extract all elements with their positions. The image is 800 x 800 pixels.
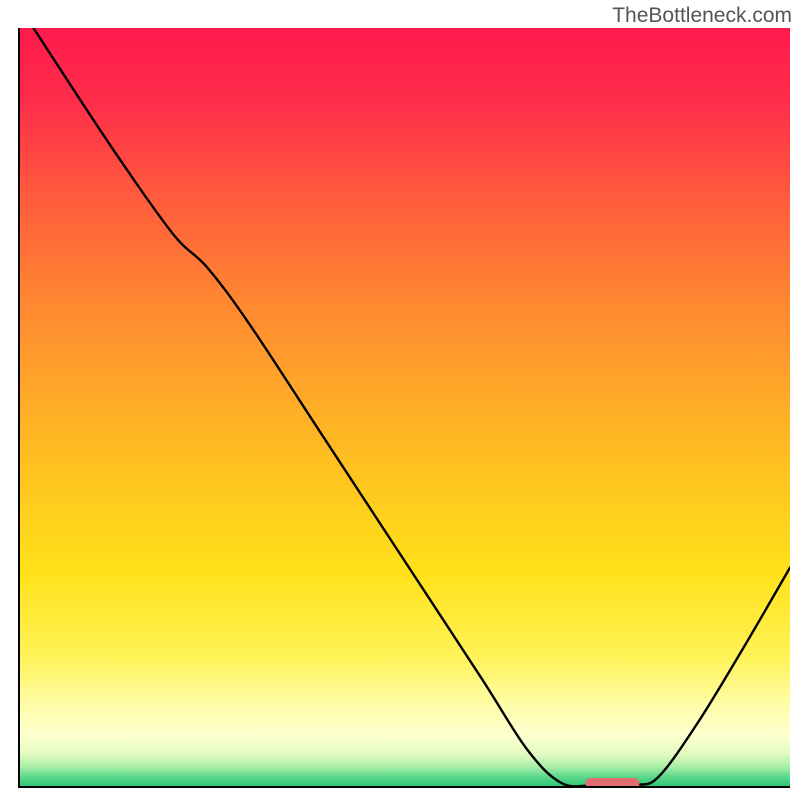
chart-background: [18, 28, 790, 788]
bottleneck-chart: [18, 28, 790, 788]
chart-svg: [18, 28, 790, 788]
watermark-text: TheBottleneck.com: [612, 4, 792, 28]
